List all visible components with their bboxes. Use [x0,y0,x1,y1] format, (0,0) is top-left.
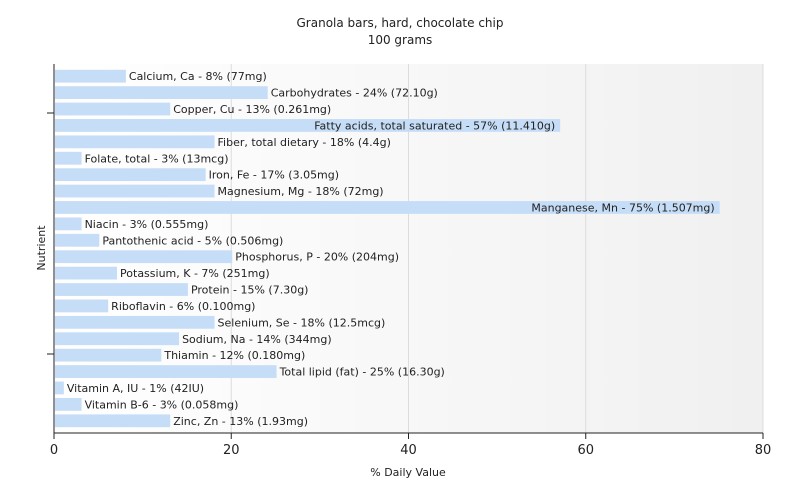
bar-label: Selenium, Se - 18% (12.5mcg) [218,316,386,329]
bars [55,69,720,428]
bar-label: Pantothenic acid - 5% (0.506mg) [102,234,283,247]
bar-label: Fiber, total dietary - 18% (4.4g) [218,136,391,149]
bar-label: Fatty acids, total saturated - 57% (11.4… [314,119,555,132]
bar [55,233,100,247]
bar [55,86,268,100]
bar [55,119,561,132]
bar [55,299,109,313]
bar [55,217,82,231]
bar-label: Potassium, K - 7% (251mg) [120,267,270,280]
bar [55,414,171,428]
bar-label: Thiamin - 12% (0.180mg) [163,349,305,362]
bar [55,266,118,280]
bar [55,397,82,411]
bar-label: Calcium, Ca - 8% (77mg) [129,70,267,83]
bar-label: Sodium, Na - 14% (344mg) [182,333,332,346]
bar [55,184,215,198]
bar [55,168,206,182]
bar-label: Protein - 15% (7.30g) [191,284,309,297]
chart-title: Granola bars, hard, chocolate chip [297,16,504,30]
bar [55,348,162,362]
x-axis-ticks: 0 20 40 60 80 [50,433,771,458]
bar-labels: Calcium, Ca - 8% (77mg) Carbohydrates - 2… [67,70,715,428]
x-tick-label: 60 [577,443,594,458]
bar [55,315,215,329]
bar-label: Manganese, Mn - 75% (1.507mg) [531,201,714,214]
x-tick-label: 40 [400,443,417,458]
bar [55,332,180,346]
x-tick-label: 20 [223,443,240,458]
bar-label: Folate, total - 3% (13mcg) [85,152,229,165]
bar-label: Riboflavin - 6% (0.100mg) [111,300,255,313]
bar [55,102,171,116]
bar [55,135,215,149]
bar-label: Phosphorus, P - 20% (204mg) [235,251,399,264]
bar [55,365,277,378]
bar-label: Carbohydrates - 24% (72.10g) [271,87,438,100]
bar [55,283,188,296]
chart-subtitle: 100 grams [368,33,433,47]
x-tick-label: 80 [755,443,772,458]
bar [55,381,64,395]
bar-label: Total lipid (fat) - 25% (16.30g) [279,366,445,379]
bar-label: Vitamin B-6 - 3% (0.058mg) [85,398,239,411]
bar-label: Copper, Cu - 13% (0.261mg) [173,103,331,116]
x-tick-label: 0 [50,443,58,458]
y-axis-title: Nutrient [35,225,48,271]
bar-label: Zinc, Zn - 13% (1.93mg) [173,415,308,428]
x-axis-title: % Daily Value [370,466,446,479]
bar [55,250,233,264]
bar [55,201,720,214]
bar-label: Magnesium, Mg - 18% (72mg) [218,185,384,198]
bar [55,69,126,83]
bar-label: Niacin - 3% (0.555mg) [85,218,209,231]
bar-label: Iron, Fe - 17% (3.05mg) [209,169,339,182]
bar-label: Vitamin A, IU - 1% (42IU) [67,382,204,395]
bar [55,151,82,165]
